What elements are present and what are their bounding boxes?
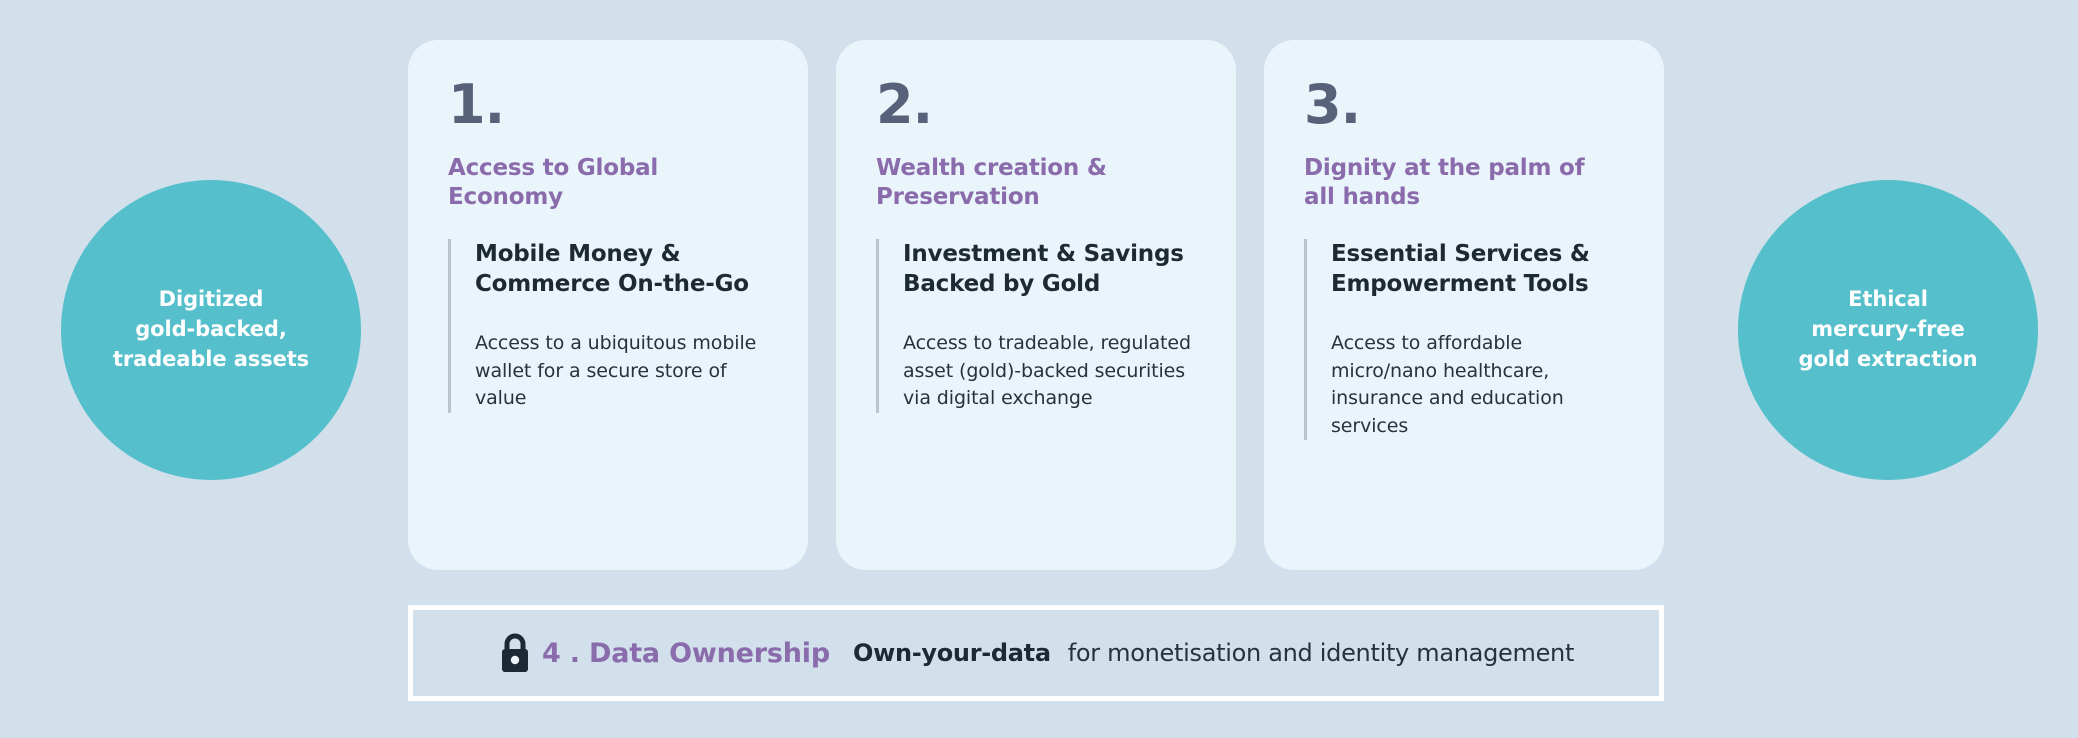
pillar-card-1[interactable]: 1. Access to Global Economy Mobile Money… <box>408 40 808 570</box>
circle-right-line-2: mercury-free <box>1811 317 1965 342</box>
circle-right-line-1: Ethical <box>1848 287 1928 312</box>
circle-ethical-extraction: Ethical mercury-free gold extraction <box>1738 180 2038 480</box>
card-number: 2. <box>876 73 933 136</box>
card-detail-body: Access to tradeable, regulated asset (go… <box>903 332 1191 410</box>
pillar-card-2[interactable]: 2. Wealth creation & Preservation Invest… <box>836 40 1236 570</box>
card-subtitle: Access to Global Economy <box>448 155 659 211</box>
data-ownership-description: for monetisation and identity management <box>1067 639 1575 667</box>
circle-left-line-2: gold-backed, <box>135 317 287 342</box>
circle-right-line-3: gold extraction <box>1798 346 1978 371</box>
card-detail-block: Mobile Money & Commerce On-the-Go Access… <box>448 238 764 413</box>
circle-digitized-assets: Digitized gold-backed, tradeable assets <box>61 180 361 480</box>
card-detail-title: Mobile Money & Commerce On-the-Go <box>475 240 749 298</box>
card-number: 1. <box>448 73 505 136</box>
card-detail-title: Essential Services & Empowerment Tools <box>1331 240 1590 298</box>
circle-left-label: Digitized gold-backed, tradeable assets <box>113 285 309 374</box>
card-subtitle: Dignity at the palm of all hands <box>1304 155 1585 211</box>
lock-icon <box>501 633 528 672</box>
card-detail-title: Investment & Savings Backed by Gold <box>903 240 1184 298</box>
circle-right-label: Ethical mercury-free gold extraction <box>1799 285 1978 374</box>
pillar-card-3[interactable]: 3. Dignity at the palm of all hands Esse… <box>1264 40 1664 570</box>
circle-left-line-3: tradeable assets <box>112 346 310 371</box>
card-detail-body: Access to a ubiquitous mobile wallet for… <box>475 332 757 410</box>
card-detail-body: Access to affordable micro/nano healthca… <box>1331 332 1564 437</box>
data-ownership-banner[interactable]: 4 . Data Ownership Own-your-data for mon… <box>408 605 1664 701</box>
pillar-cards-group: 1. Access to Global Economy Mobile Money… <box>408 40 1664 570</box>
own-your-data-strong: Own-your-data <box>852 639 1051 667</box>
card-detail-block: Essential Services & Empowerment Tools A… <box>1304 238 1620 441</box>
circle-left-line-1: Digitized <box>158 287 264 312</box>
card-number: 3. <box>1304 73 1361 136</box>
card-detail-block: Investment & Savings Backed by Gold Acce… <box>876 238 1192 413</box>
card-subtitle: Wealth creation & Preservation <box>876 155 1107 211</box>
data-ownership-label: 4 . Data Ownership <box>541 637 830 669</box>
